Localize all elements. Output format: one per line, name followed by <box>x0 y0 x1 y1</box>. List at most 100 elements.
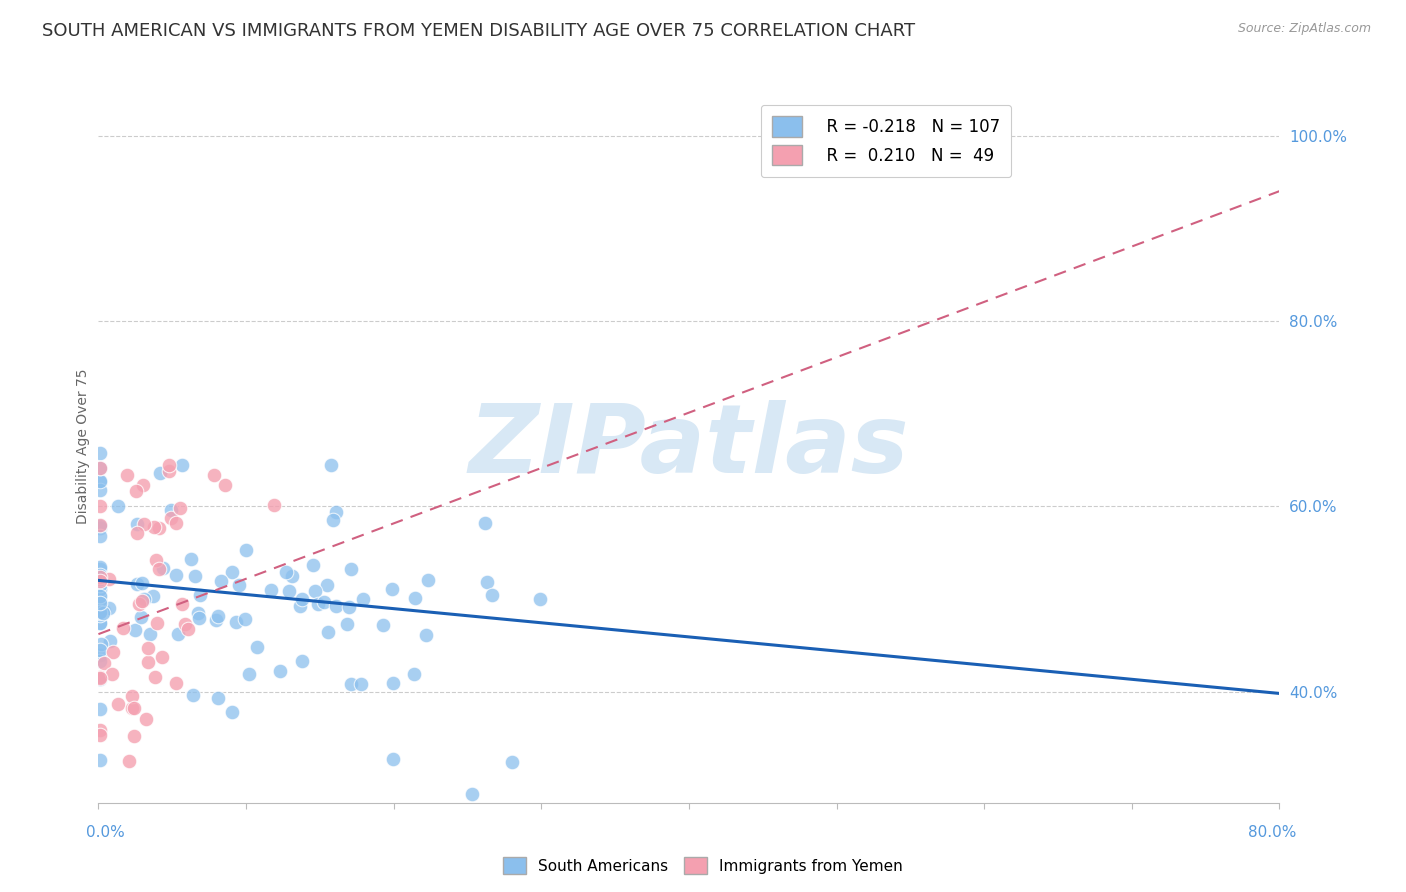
Point <box>404 591 426 605</box>
Point <box>316 625 339 640</box>
Point <box>340 562 363 576</box>
Point <box>117 754 139 768</box>
Point <box>402 666 425 681</box>
Point <box>131 576 153 591</box>
Point <box>89 574 111 588</box>
Point <box>89 589 111 603</box>
Point <box>291 592 314 607</box>
Point <box>124 484 146 499</box>
Point <box>142 589 165 603</box>
Y-axis label: Disability Age Over 75: Disability Age Over 75 <box>76 368 90 524</box>
Point <box>150 650 173 665</box>
Point <box>127 526 149 541</box>
Point <box>501 756 523 770</box>
Point <box>132 592 155 607</box>
Point <box>124 623 146 637</box>
Point <box>221 705 243 719</box>
Point <box>152 561 174 575</box>
Point <box>352 592 374 607</box>
Point <box>170 458 193 472</box>
Point <box>337 600 360 615</box>
Point <box>89 521 111 535</box>
Point <box>336 616 359 631</box>
Point <box>136 655 159 669</box>
Point <box>89 643 111 657</box>
Point <box>135 712 157 726</box>
Point <box>129 610 152 624</box>
Point <box>93 657 115 671</box>
Point <box>89 460 111 475</box>
Point <box>225 615 247 630</box>
Point <box>89 529 111 543</box>
Point <box>278 583 301 598</box>
Point <box>89 596 111 610</box>
Point <box>89 483 111 497</box>
Point <box>474 516 496 530</box>
Point <box>136 641 159 656</box>
Point <box>281 569 304 583</box>
Point <box>132 477 155 491</box>
Point <box>89 590 111 604</box>
Point <box>157 458 180 473</box>
Point <box>142 520 165 534</box>
Point <box>131 593 153 607</box>
Point <box>165 676 187 690</box>
Point <box>101 645 124 659</box>
Point <box>381 582 404 597</box>
Point <box>291 654 314 668</box>
Point <box>128 597 150 611</box>
Point <box>148 562 170 576</box>
Point <box>172 597 194 611</box>
Point <box>89 648 111 662</box>
Point <box>91 606 114 620</box>
Point <box>181 688 204 702</box>
Point <box>529 591 551 606</box>
Point <box>89 615 111 630</box>
Point <box>148 521 170 535</box>
Point <box>146 616 169 631</box>
Point <box>416 574 439 588</box>
Point <box>89 446 111 460</box>
Point <box>322 513 344 527</box>
Point <box>246 640 269 655</box>
Point <box>325 599 347 613</box>
Point <box>307 597 329 611</box>
Point <box>325 505 347 519</box>
Point <box>235 542 257 557</box>
Point <box>233 612 256 626</box>
Point <box>121 701 143 715</box>
Point <box>174 617 197 632</box>
Legend: South Americans, Immigrants from Yemen: South Americans, Immigrants from Yemen <box>498 851 908 880</box>
Point <box>89 672 111 686</box>
Point <box>89 560 111 574</box>
Point <box>107 499 129 513</box>
Point <box>125 577 148 591</box>
Point <box>165 567 187 582</box>
Point <box>122 700 145 714</box>
Point <box>89 582 111 596</box>
Point <box>89 568 111 582</box>
Point <box>89 518 111 533</box>
Point <box>184 569 207 583</box>
Point <box>89 616 111 631</box>
Point <box>207 609 229 624</box>
Text: 0.0%: 0.0% <box>86 825 125 839</box>
Point <box>160 503 183 517</box>
Point <box>89 572 111 586</box>
Point <box>101 666 124 681</box>
Point <box>89 569 111 583</box>
Point <box>205 613 228 627</box>
Point <box>460 787 482 801</box>
Point <box>288 599 311 613</box>
Point <box>180 552 202 566</box>
Point <box>127 516 149 531</box>
Point <box>177 623 200 637</box>
Point <box>89 562 111 576</box>
Point <box>89 605 111 619</box>
Point <box>89 670 111 684</box>
Point <box>228 578 250 592</box>
Point <box>89 499 111 513</box>
Point <box>145 553 167 567</box>
Point <box>89 655 111 669</box>
Point <box>165 516 187 531</box>
